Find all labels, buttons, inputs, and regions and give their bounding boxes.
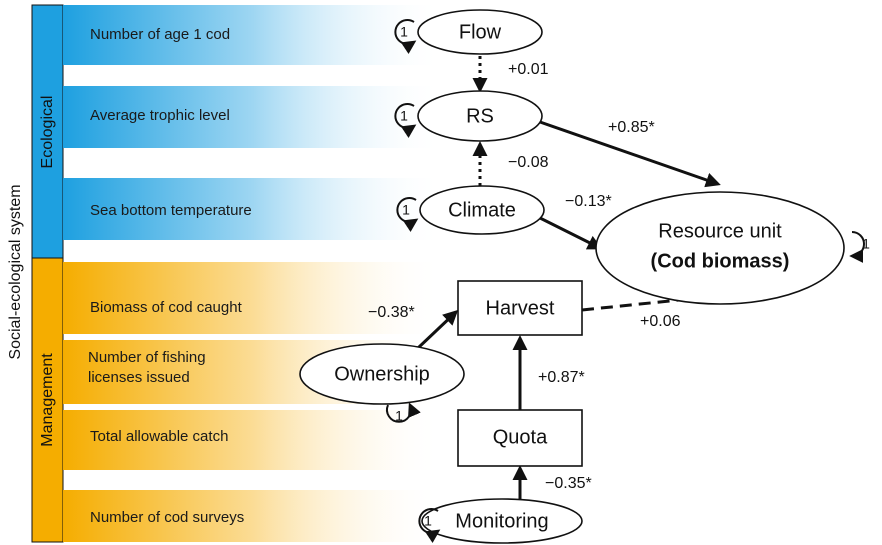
edge <box>539 120 721 188</box>
self-loop <box>386 402 421 423</box>
edge-label: −0.08 <box>508 154 549 171</box>
loop-label: 1 <box>400 108 408 124</box>
indicator-label: Number of fishing licenses issued <box>88 349 206 386</box>
indicator-label: Total allowable catch <box>90 428 228 445</box>
self-loop <box>396 197 419 233</box>
node <box>417 9 543 55</box>
node-label: Flow <box>459 21 502 43</box>
node <box>299 343 465 405</box>
indicator-band <box>63 5 443 65</box>
indicator-label: Sea bottom temperature <box>90 202 252 219</box>
indicator-label: Number of cod surveys <box>90 509 244 526</box>
node-label: Harvest <box>486 297 555 319</box>
self-loop <box>849 231 865 263</box>
node <box>421 498 583 544</box>
indicator-band <box>63 86 443 148</box>
indicator-band <box>63 490 443 542</box>
self-loop <box>418 508 441 544</box>
loop-label: 1 <box>424 513 432 529</box>
group-bar <box>31 257 64 543</box>
edge <box>539 216 603 250</box>
self-loop <box>394 19 417 55</box>
indicator-band <box>63 410 443 470</box>
node-label: Ownership <box>334 363 430 385</box>
edge-label: +0.87* <box>538 369 585 386</box>
side-label: Social-ecological system <box>7 184 24 359</box>
edge-label: −0.38* <box>368 304 415 321</box>
loop-label: 1 <box>400 24 408 40</box>
group-label: Management <box>39 353 56 447</box>
indicator-label-box: Number of fishing licenses issued <box>88 349 206 386</box>
self-loop <box>394 103 417 139</box>
indicator-label: Average trophic level <box>90 107 230 124</box>
node-label: Climate <box>448 199 516 221</box>
edge <box>416 309 459 350</box>
node <box>457 280 583 336</box>
edge-label: +0.06 <box>640 313 681 330</box>
edge-label: −0.13* <box>565 193 612 210</box>
node-label: Quota <box>493 426 548 448</box>
edge-label: +0.85* <box>608 119 655 136</box>
edge-label: −0.35* <box>545 475 592 492</box>
node <box>595 191 845 305</box>
edge-label: +0.01 <box>508 61 549 78</box>
node <box>419 185 545 235</box>
edge <box>581 289 721 312</box>
indicator-band <box>63 178 443 240</box>
node <box>417 90 543 142</box>
loop-label: 1 <box>395 408 403 424</box>
group-label: Ecological <box>39 96 56 169</box>
indicator-band <box>63 262 443 334</box>
node-label: RS <box>466 105 494 127</box>
node-label: Resource unit <box>658 220 782 242</box>
loop-label: 1 <box>402 202 410 218</box>
node <box>457 409 583 467</box>
node-label: Monitoring <box>455 510 548 532</box>
indicator-label: Biomass of cod caught <box>90 299 243 316</box>
group-bar <box>31 4 64 259</box>
indicator-label: Number of age 1 cod <box>90 26 230 43</box>
node-sublabel: (Cod biomass) <box>651 250 790 272</box>
loop-label: 1 <box>862 236 870 252</box>
